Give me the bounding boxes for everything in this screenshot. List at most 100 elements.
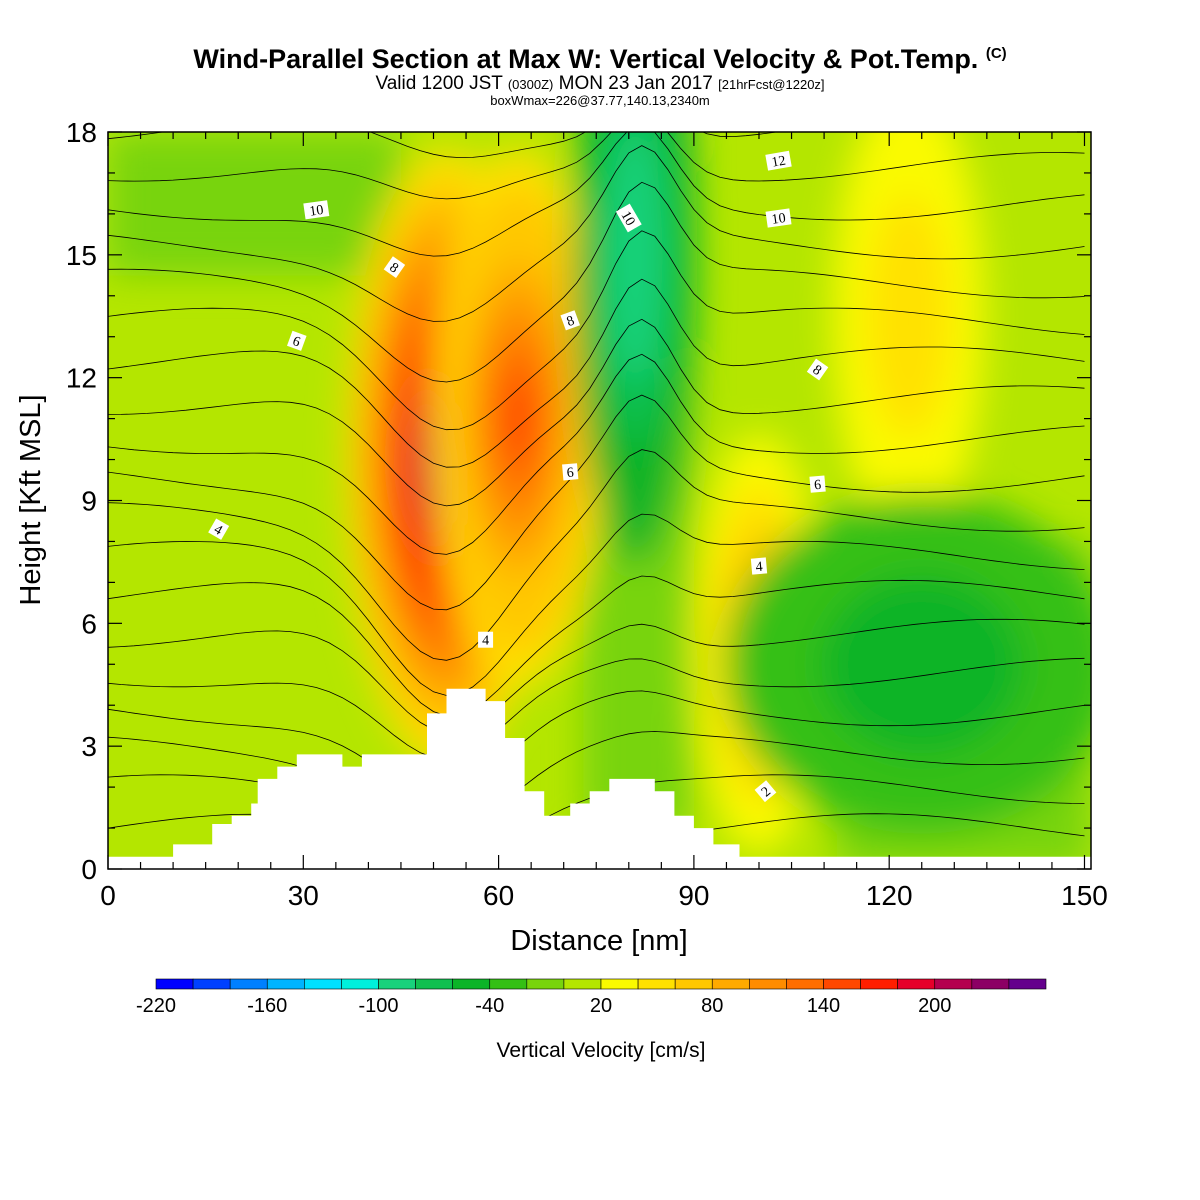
x-tick-label: 120 (866, 880, 913, 911)
contour-label-9: 10 (765, 208, 792, 228)
terrain (108, 688, 1091, 869)
contour-label-box (765, 150, 792, 171)
contour-label-text: 4 (482, 634, 489, 649)
contour-label-box (615, 203, 642, 233)
contour-label-box (806, 358, 829, 381)
theta-contour-line-12 (108, 278, 1085, 468)
y-tick-label: 15 (66, 240, 97, 271)
contour-label-0: 10 (303, 200, 330, 220)
field-blend (108, 132, 1091, 869)
x-tick-label: 90 (678, 880, 709, 911)
contour-label-box (303, 200, 330, 220)
y-axis-label: Height [Kft MSL] (15, 394, 47, 605)
x-tick-label: 30 (288, 880, 319, 911)
theta-contour-line-17 (108, 132, 1085, 200)
theta-contour-line-3 (108, 690, 1085, 796)
theta-contour-line-16 (108, 132, 1085, 257)
colorbar-tick-label: 200 (918, 995, 951, 1017)
valid-time: Valid 1200 JST (375, 73, 503, 94)
contour-label-box (560, 310, 580, 331)
contour-label-text: 12 (771, 154, 787, 171)
colorbar-tick-label: 80 (701, 995, 723, 1017)
velocity-core-4-level-1 (867, 196, 950, 437)
contour-label-text: 4 (755, 560, 763, 576)
theta-contours (108, 63, 1085, 869)
contour-label-13: 2 (754, 780, 777, 803)
contour-label-1: 8 (383, 256, 406, 278)
y-tick-label: 6 (81, 608, 97, 639)
theta-contour-line-14 (108, 181, 1085, 383)
chart-valid-line: Valid 1200 JST (0300Z) MON 23 Jan 2017 [… (0, 74, 1200, 95)
contour-label-text: 6 (814, 478, 822, 494)
contour-label-box (754, 780, 777, 803)
theta-contour-line-10 (108, 353, 1085, 555)
colorbar-tick-label: -40 (475, 995, 504, 1017)
colorbar-swatch (526, 978, 565, 990)
colorbar-swatch (637, 978, 676, 990)
theta-contour-line-5 (108, 618, 1085, 734)
negative-band-upper-left (108, 132, 401, 276)
colorbar-swatch (600, 978, 639, 990)
contour-label-11: 6 (809, 475, 826, 494)
contour-label-4: 4 (478, 631, 494, 649)
y-tick-label: 3 (81, 731, 97, 762)
colorbar-swatch (1008, 978, 1047, 990)
contour-label-box (287, 330, 307, 351)
y-tick-label: 0 (81, 854, 97, 885)
y-tick-label: 18 (66, 117, 97, 148)
colorbar-swatch (786, 978, 824, 990)
contour-label-text: 8 (565, 314, 577, 330)
colorbar-tick-label: -160 (247, 995, 287, 1017)
colorbar-tick-label: 20 (590, 995, 612, 1017)
colorbar-swatch (378, 978, 416, 990)
velocity-core-2-level-4 (618, 184, 653, 325)
colorbar-swatch (452, 978, 491, 990)
colorbar-label: Vertical Velocity [cm/s] (497, 1039, 706, 1062)
contour-label-box (765, 208, 792, 228)
theta-contour-line-11 (108, 318, 1085, 507)
colorbar-tick-label: -100 (358, 995, 398, 1017)
velocity-core-5-level-1 (820, 574, 1023, 755)
contour-label-3: 4 (208, 518, 230, 540)
colorbar-tick-label: 140 (807, 995, 840, 1017)
y-tick-label: 12 (66, 363, 97, 394)
valid-utc: (0300Z) (507, 77, 554, 92)
colorbar-swatch (266, 978, 305, 990)
colorbar-swatch (674, 978, 713, 990)
x-tick-label: 60 (483, 880, 514, 911)
valid-date: MON 23 Jan 2017 (558, 73, 713, 94)
x-tick-label: 0 (100, 880, 116, 911)
contour-label-text: 10 (309, 203, 325, 220)
colorbar-swatch (860, 978, 898, 990)
colorbar-swatch (155, 978, 194, 990)
contour-label-text: 10 (618, 209, 638, 229)
colorbar-swatch (897, 978, 936, 990)
x-axis-label: Distance [nm] (510, 925, 687, 957)
theta-contour-line-8 (108, 449, 1085, 661)
colorbar-swatch (304, 978, 342, 990)
theta-contour-line-6 (108, 575, 1085, 717)
colorbar-swatch (341, 978, 379, 990)
colorbar-tick-label: -220 (136, 995, 176, 1017)
colorbar-swatch (823, 978, 861, 990)
contour-label-box (478, 631, 494, 648)
terrain-profile (108, 688, 1091, 869)
contour-label-box (383, 256, 406, 278)
contour-label-box (562, 463, 579, 481)
contour-label-text: 6 (290, 334, 302, 350)
theta-contour-line-7 (108, 513, 1085, 696)
velocity-field (108, 132, 1091, 869)
colorbar-swatch (192, 978, 231, 990)
theta-contour-line-2 (108, 731, 1085, 835)
colorbar-swatch (489, 978, 528, 990)
theta-contour-line-19 (108, 63, 1085, 124)
colorbar-swatch (229, 978, 268, 990)
colorbar: -220 -160 -100 -40 20 80 140 200 Vertical Veloci… (136, 978, 1047, 1062)
theta-contour-line-4 (108, 657, 1085, 760)
x-tick-label: 150 (1061, 880, 1108, 911)
chart-title: Wind-Parallel Section at Max W: Vertical… (0, 44, 1200, 75)
title-text: Wind-Parallel Section at Max W: Vertical… (193, 44, 979, 74)
theta-contour-labels: 10 8 6 4 4 6 8 10 12 10 8 6 4 2 (208, 150, 829, 803)
theta-contour-line-13 (108, 230, 1085, 431)
